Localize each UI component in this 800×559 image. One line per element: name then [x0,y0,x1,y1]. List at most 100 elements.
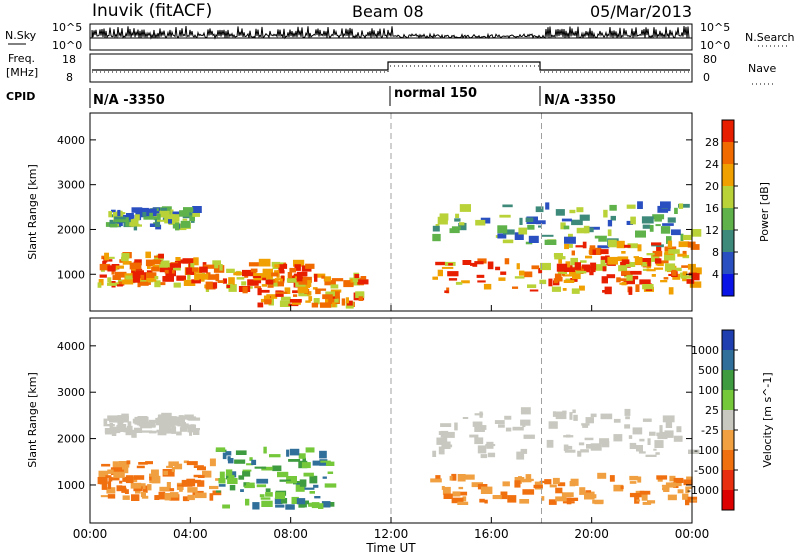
velocity-colorbar-tick: 500 [698,364,719,377]
velocity-cell [242,471,251,477]
power-cell [199,266,208,273]
velocity-cell [564,449,576,453]
power-cell [202,273,209,280]
power-cell [303,276,312,283]
velocity-cell [677,489,684,494]
power-cell [571,288,580,294]
power-cell [654,258,662,264]
power-cell [435,261,446,266]
power-cell [156,219,169,222]
power-cell [102,260,107,267]
velocity-ylabel: Slant Range [km] [26,372,39,468]
power-cell [154,220,161,227]
velocity-cell [584,437,594,441]
power-cell [287,272,293,279]
velocity-cell [458,486,464,490]
power-cell [289,299,302,303]
power-colorbar-tick: 20 [705,180,719,193]
time-axis: 00:00 04:00 08:00 12:00 16:00 20:00 00:00 [73,305,709,541]
power-cell [274,270,280,275]
velocity-cell [296,498,306,505]
power-cell [627,243,638,249]
velocity-cell [275,504,285,508]
velocity-cell [594,501,604,505]
power-cell [656,247,662,253]
power-cell [497,233,507,239]
velocity-cell [457,501,469,505]
power-cell [172,213,180,222]
velocity-cell [227,478,238,484]
power-cell [616,240,625,249]
power-cell [680,275,692,279]
velocity-cell [688,449,700,454]
velocity-cell [613,434,623,442]
velocity-cell [123,427,131,433]
velocity-cell [103,418,108,426]
power-cell [271,272,279,277]
power-cell [635,284,640,292]
power-cell [620,261,631,268]
power-cell [483,283,492,290]
velocity-cell [100,495,110,498]
power-cell [678,203,684,209]
power-cell [117,220,123,227]
velocity-cell [169,492,179,498]
power-cell [206,272,211,280]
power-cell [690,267,702,275]
freq-panel: Freq. [MHz] 18 8 80 0 Nave [6,52,776,85]
power-cell [544,239,557,245]
power-cell [322,294,333,300]
power-cell [122,261,132,265]
power-ytick-label: 2000 [57,223,85,236]
velocity-cell [269,454,281,458]
velocity-colorbar-tick: 25 [705,404,719,417]
power-cell [151,266,160,272]
velocity-cell [246,482,255,486]
velocity-cell [186,416,197,421]
power-cell [642,224,651,229]
velocity-cell [326,461,335,466]
velocity-cell [202,470,212,478]
power-cell [539,279,547,285]
velocity-cell [523,479,532,483]
velocity-cell [471,482,483,488]
velocity-cell [585,490,592,493]
velocity-cell [242,469,252,472]
velocity-cell [110,467,122,475]
power-cell [437,269,443,277]
velocity-cell [261,500,273,507]
power-cell [352,278,361,283]
time-tick-label: 04:00 [173,527,208,541]
power-cell [179,210,190,217]
velocity-cell [215,490,221,493]
velocity-cell [279,479,291,482]
power-colorbar-tick: 8 [712,246,719,259]
velocity-cell [440,446,445,455]
velocity-cell [641,492,648,501]
power-cell [307,280,312,287]
velocity-cell [166,465,173,469]
power-cell [222,278,227,284]
power-cell [158,253,164,259]
power-cell [607,239,617,248]
beam-title: Beam 08 [352,2,424,21]
velocity-cell [319,450,327,459]
velocity-cell [442,444,453,448]
power-cell [448,263,453,266]
power-cell [600,259,606,267]
power-cell [690,244,700,250]
velocity-cell [522,421,526,428]
power-cell [580,260,587,263]
velocity-cell [573,414,578,421]
velocity-cell [451,473,457,481]
velocity-cell [662,415,675,423]
power-cell [671,229,681,236]
velocity-cell [192,428,200,435]
velocity-cell [639,490,651,495]
velocity-cell [209,485,219,490]
power-cell [98,279,104,286]
cpid-label: CPID [6,90,35,103]
power-cell [305,300,311,303]
velocity-cell [520,407,531,415]
velocity-cell [109,418,118,423]
